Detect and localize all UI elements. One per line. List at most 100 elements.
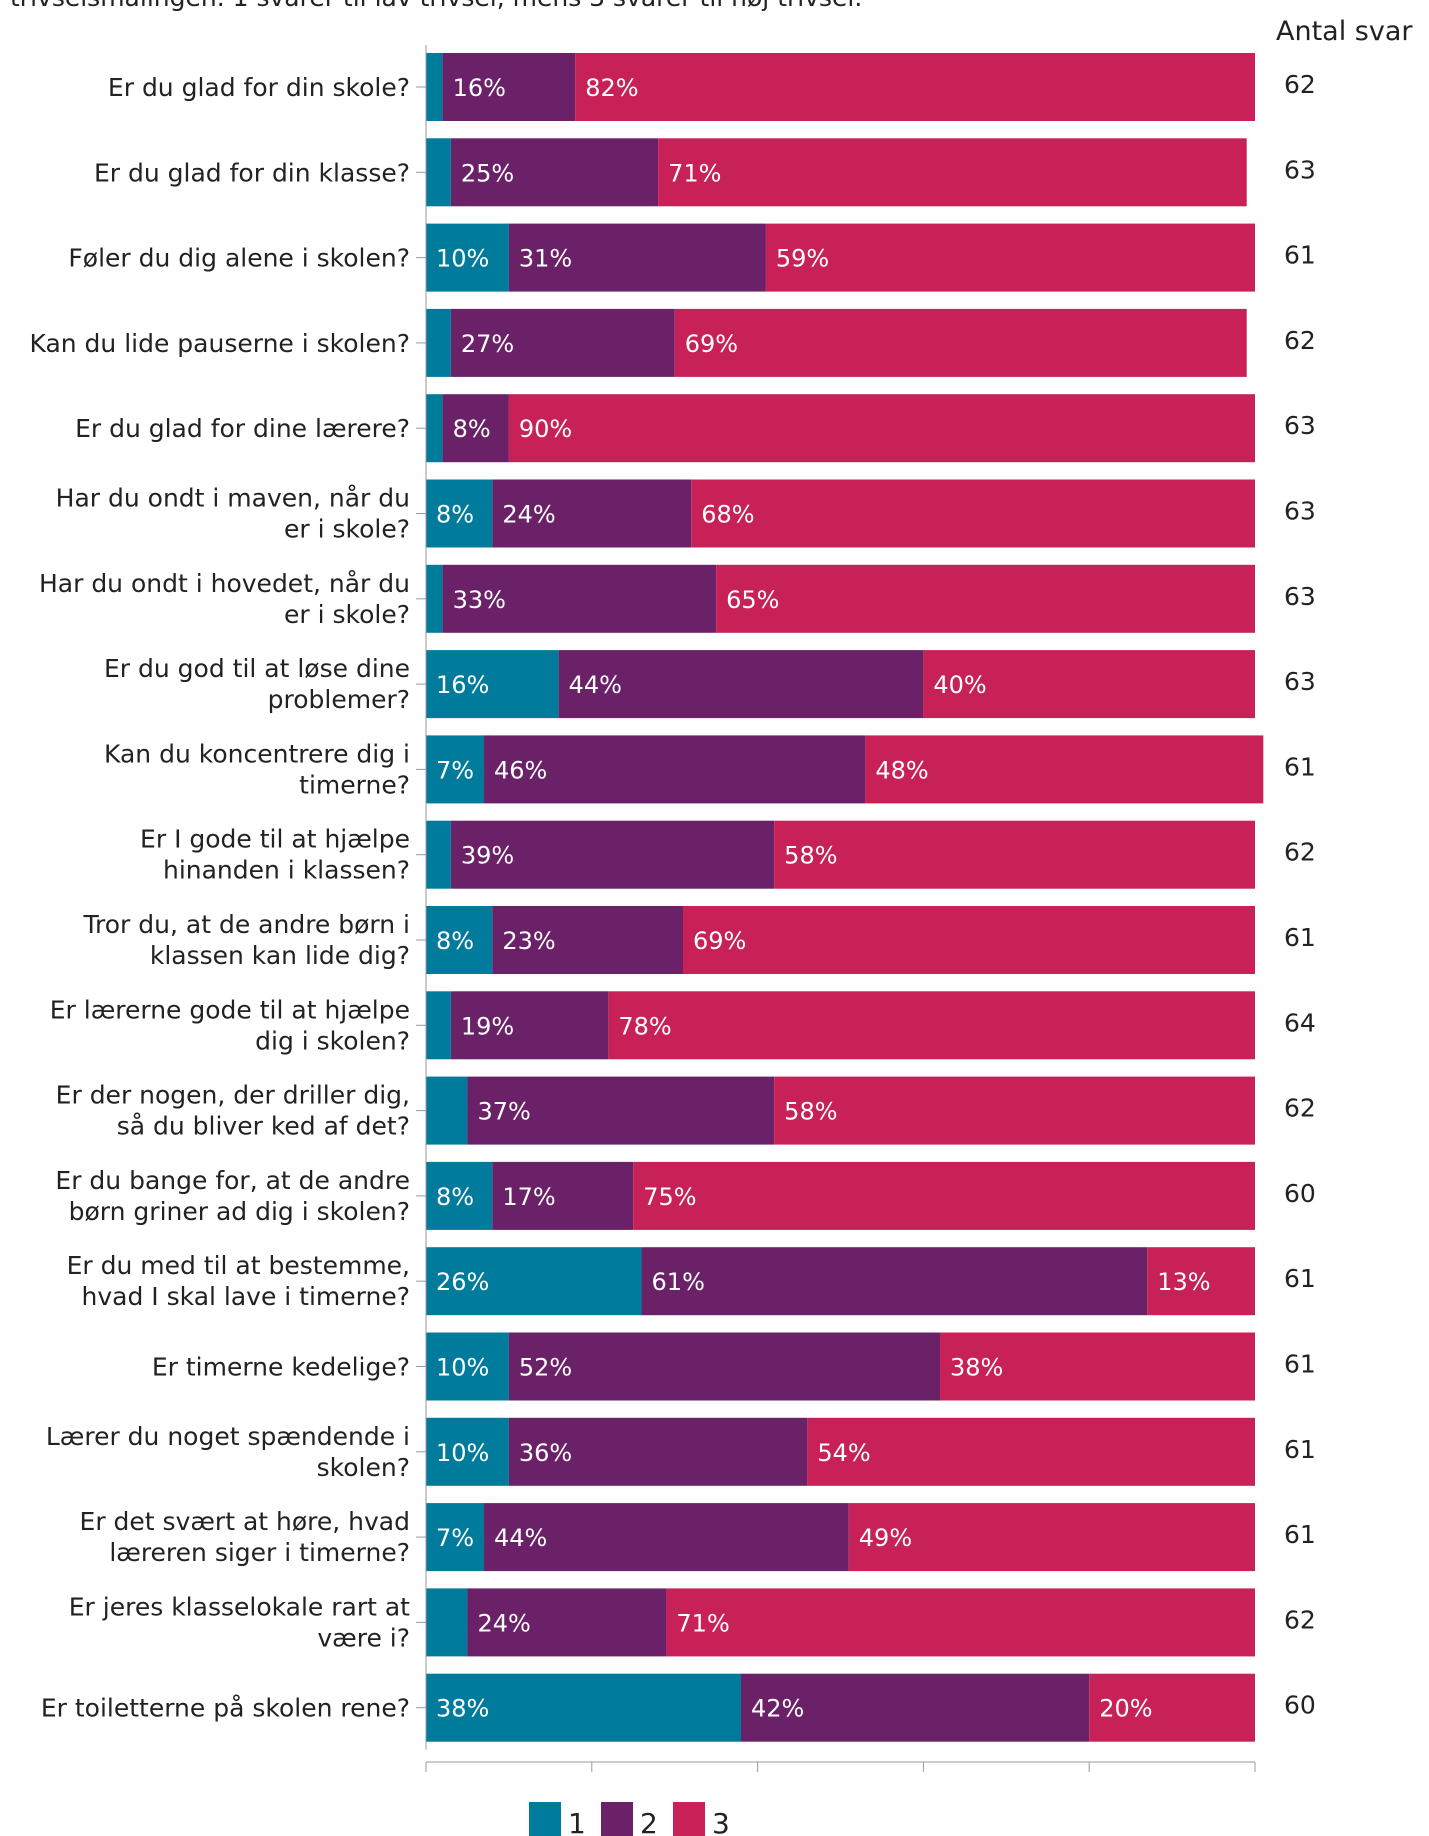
bar-value-label: 71% xyxy=(676,1609,729,1637)
bar-value-label: 68% xyxy=(701,501,754,529)
category-label: Er du glad for dine lærere? xyxy=(75,414,410,443)
category-label-line: Er du god til at løse dine xyxy=(104,654,410,683)
bar-segment-3 xyxy=(608,991,1255,1060)
category-label-line: børn griner ad dig i skolen? xyxy=(69,1197,410,1226)
bar-segment-3 xyxy=(939,1332,1255,1401)
bar-segment-1 xyxy=(426,138,451,207)
bar-segment-2 xyxy=(484,735,866,804)
category-label: Er du bange for, at de andre børn griner … xyxy=(55,1166,410,1226)
category-label-line: læreren siger i timerne? xyxy=(109,1538,410,1567)
category-label-line: er i skole? xyxy=(284,515,410,544)
intro-text: trivselsmålingen. 1 svarer til lav trivs… xyxy=(10,0,862,12)
bar-segment-1 xyxy=(426,1076,468,1145)
bar-value-label: 10% xyxy=(436,1439,489,1467)
bar-segment-1 xyxy=(426,650,559,719)
bar-value-label: 61% xyxy=(652,1268,705,1296)
bar-segment-1 xyxy=(426,1503,485,1572)
bar-segment-2 xyxy=(442,394,509,463)
bar-segment-1 xyxy=(426,1332,509,1401)
bar-value-label: 19% xyxy=(461,1012,514,1040)
bar-segment-1 xyxy=(426,564,443,633)
bar-segment-1 xyxy=(426,1673,742,1742)
response-count: 60 xyxy=(1284,1179,1316,1208)
bar-value-label: 49% xyxy=(859,1524,912,1552)
response-count: 64 xyxy=(1284,1008,1316,1037)
bar-segment-3 xyxy=(1089,1673,1255,1742)
legend-label: 1 xyxy=(568,1807,586,1836)
legend-swatch-1 xyxy=(529,1802,561,1836)
response-count: 63 xyxy=(1284,411,1316,440)
bar-value-label: 10% xyxy=(436,245,489,273)
bar-segment-2 xyxy=(492,1161,634,1230)
category-label-line: Lærer du noget spændende i xyxy=(46,1422,410,1451)
bar-value-label: 78% xyxy=(618,1012,671,1040)
category-label-line: Har du ondt i hovedet, når du xyxy=(39,569,410,598)
bar-value-label: 20% xyxy=(1099,1695,1152,1723)
bar-value-label: 82% xyxy=(585,74,638,102)
category-label: Har du ondt i hovedet, når du er i skole? xyxy=(39,569,410,629)
bar-value-label: 42% xyxy=(751,1695,804,1723)
bar-value-label: 10% xyxy=(436,1354,489,1382)
response-count: 63 xyxy=(1284,582,1316,611)
category-label: Tror du, at de andre børn i klassen kan l… xyxy=(82,910,410,970)
bar-value-label: 17% xyxy=(502,1183,555,1211)
bar-value-label: 37% xyxy=(477,1098,530,1126)
category-label-line: klassen kan lide dig? xyxy=(150,941,410,970)
response-count: 61 xyxy=(1284,1264,1316,1293)
bar-segment-1 xyxy=(426,820,451,889)
category-label: Kan du lide pauserne i skolen? xyxy=(29,329,410,358)
bars-group: Er du glad for din skole? 16% 82% 62 Er du g… xyxy=(29,53,1316,1742)
bar-value-label: 8% xyxy=(453,415,491,443)
bar-segment-1 xyxy=(426,394,443,463)
legend: 1 2 3 xyxy=(529,1802,730,1836)
bar-segment-2 xyxy=(508,1332,940,1401)
category-label-line: Er lærerne gode til at hjælpe xyxy=(50,995,410,1024)
bar-value-label: 26% xyxy=(436,1268,489,1296)
category-label-line: skolen? xyxy=(317,1453,410,1482)
category-label-line: hvad I skal lave i timerne? xyxy=(82,1282,410,1311)
category-label-line: Er I gode til at hjælpe xyxy=(140,825,410,854)
response-count: 63 xyxy=(1284,497,1316,526)
category-label: Er timerne kedelige? xyxy=(152,1353,410,1382)
category-label-line: Er du glad for din skole? xyxy=(108,73,410,102)
category-label-line: Tror du, at de andre børn i xyxy=(82,910,410,939)
category-label-line: Er du glad for dine lærere? xyxy=(75,414,410,443)
bar-value-label: 36% xyxy=(519,1439,572,1467)
bar-segment-2 xyxy=(450,308,675,377)
bar-segment-3 xyxy=(774,1076,1255,1145)
category-label: Er du glad for din skole? xyxy=(108,73,410,102)
legend-swatch-3 xyxy=(673,1802,705,1836)
category-label: Har du ondt i maven, når du er i skole? xyxy=(56,484,410,544)
category-label-line: dig i skolen? xyxy=(255,1026,410,1055)
category-label-line: Kan du koncentrere dig i xyxy=(104,739,410,768)
bar-segment-3 xyxy=(716,564,1255,633)
bar-segment-1 xyxy=(426,1417,509,1486)
bar-value-label: 38% xyxy=(436,1695,489,1723)
bar-value-label: 65% xyxy=(726,586,779,614)
bar-value-label: 44% xyxy=(494,1524,547,1552)
response-count: 62 xyxy=(1284,70,1316,99)
category-label: Er du med til at bestemme, hvad I skal la… xyxy=(67,1251,410,1311)
category-label-line: Er jeres klasselokale rart at xyxy=(69,1592,410,1621)
bar-value-label: 16% xyxy=(453,74,506,102)
bar-segment-2 xyxy=(442,564,717,633)
category-label-line: hinanden i klassen? xyxy=(163,856,410,885)
bar-segment-3 xyxy=(508,394,1255,463)
category-label-line: Kan du lide pauserne i skolen? xyxy=(29,329,410,358)
bar-value-label: 54% xyxy=(817,1439,870,1467)
category-label: Føler du dig alene i skolen? xyxy=(68,244,410,273)
bar-value-label: 7% xyxy=(436,756,474,784)
category-label-line: så du bliver ked af det? xyxy=(117,1112,410,1141)
category-label-line: være i? xyxy=(317,1623,410,1652)
response-count: 61 xyxy=(1284,752,1316,781)
bar-value-label: 24% xyxy=(477,1609,530,1637)
bar-value-label: 31% xyxy=(519,245,572,273)
bar-value-label: 8% xyxy=(436,1183,474,1211)
category-label-line: timerne? xyxy=(299,770,410,799)
category-label: Kan du koncentrere dig i timerne? xyxy=(104,739,410,799)
category-label: Er jeres klasselokale rart at være i? xyxy=(69,1592,410,1652)
category-label-line: Er timerne kedelige? xyxy=(152,1353,410,1382)
bar-segment-1 xyxy=(426,1161,493,1230)
bar-segment-2 xyxy=(450,991,609,1060)
category-label-line: Er du med til at bestemme, xyxy=(67,1251,410,1280)
